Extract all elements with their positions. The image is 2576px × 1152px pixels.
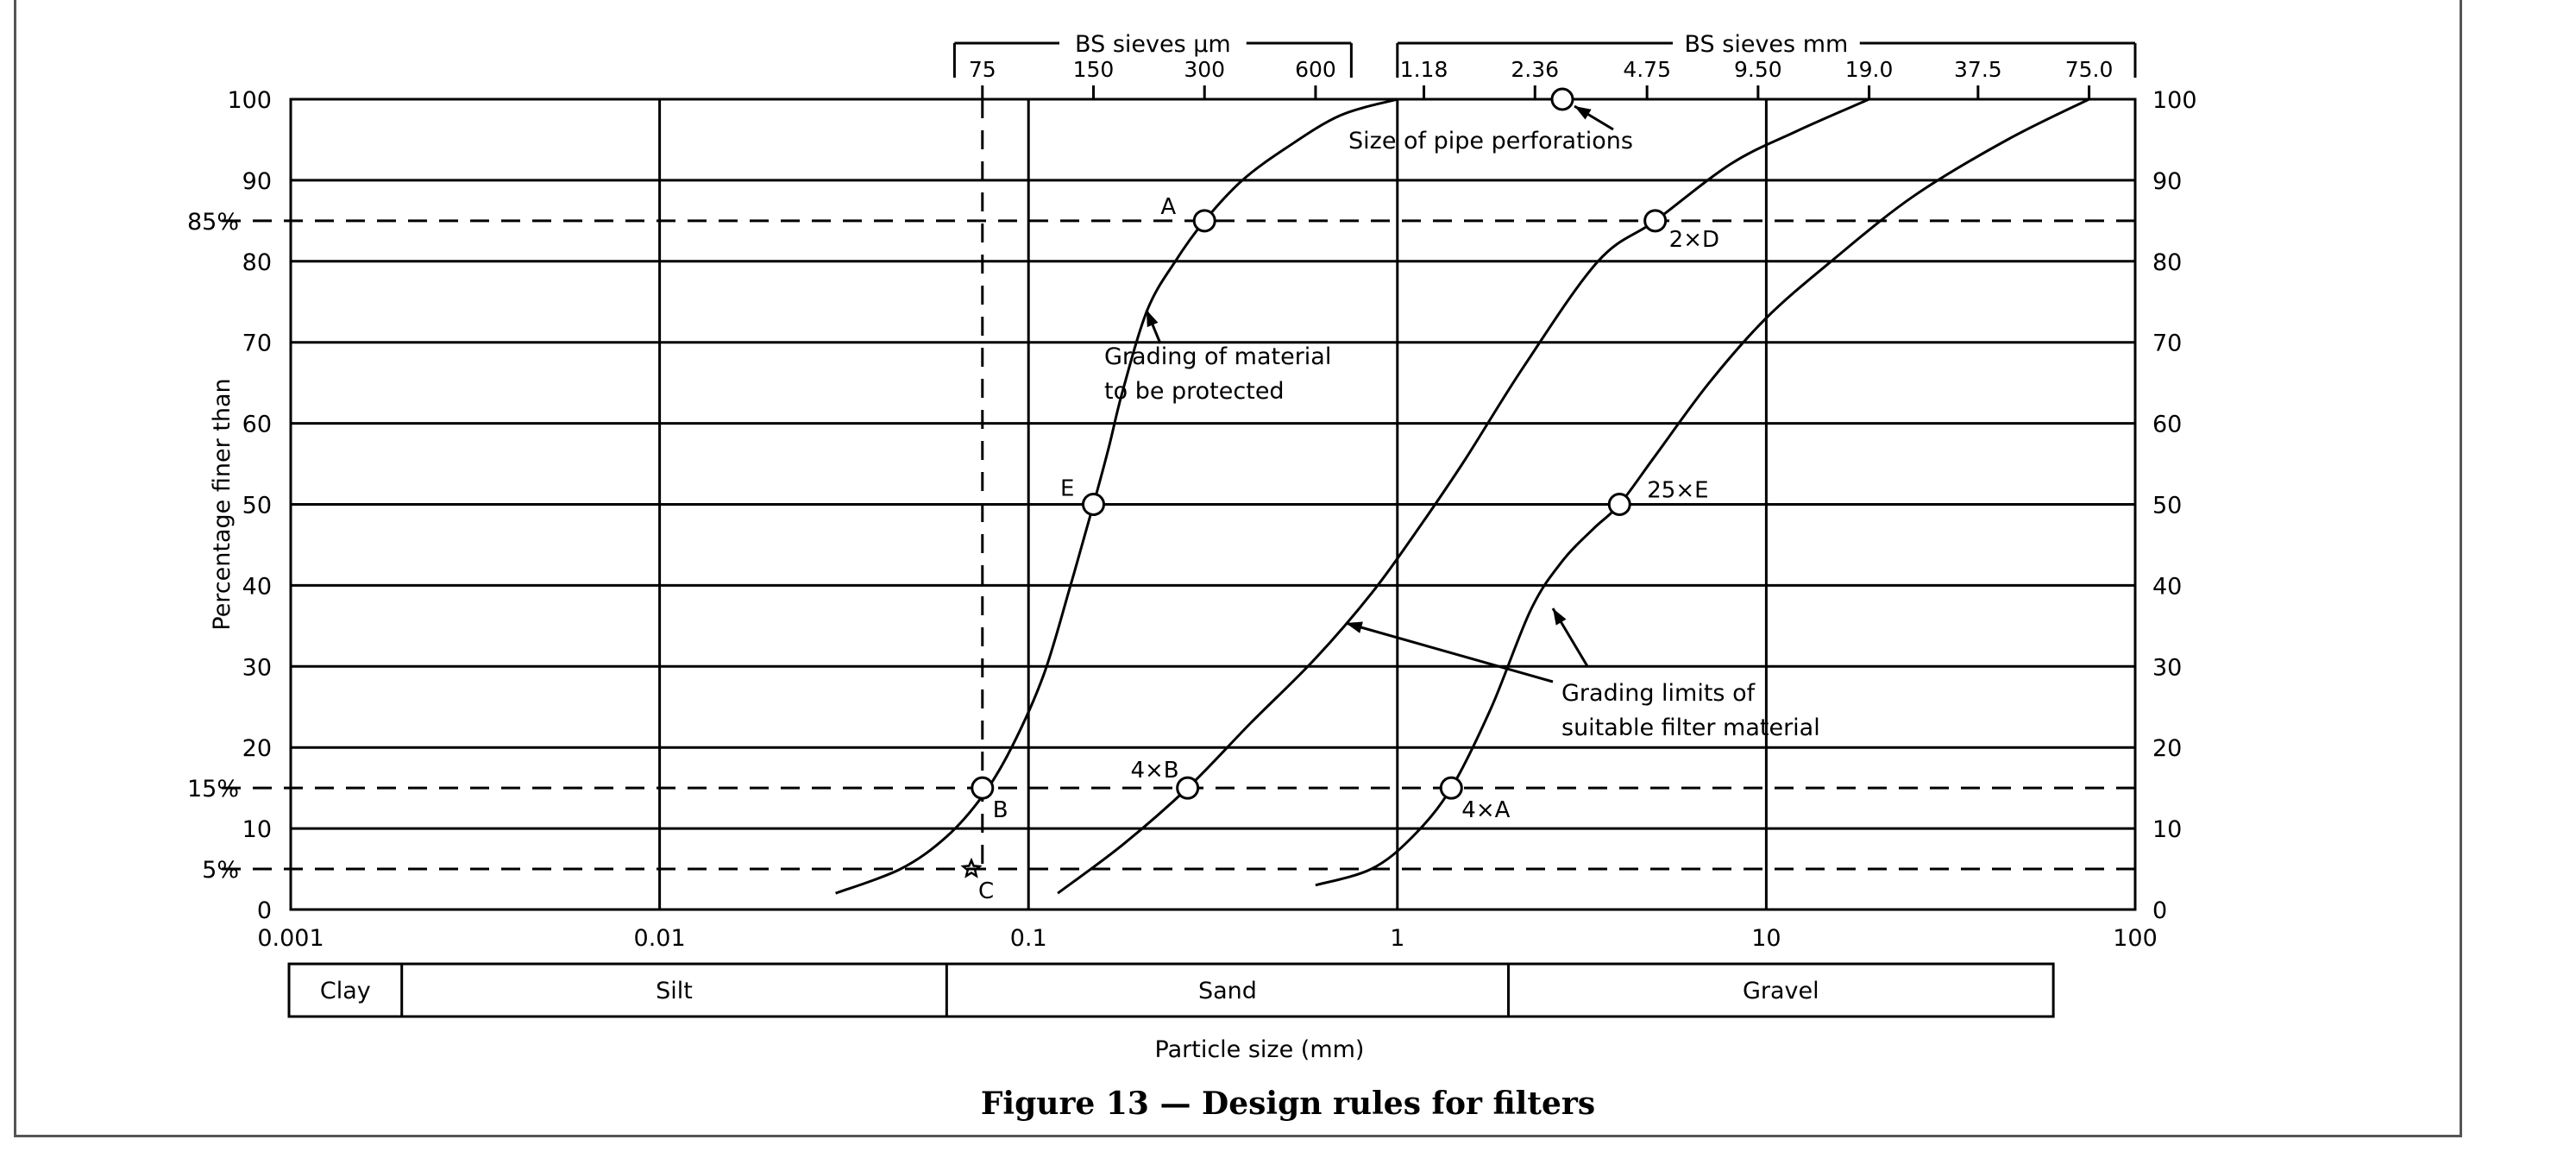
point-marker — [1643, 209, 1668, 233]
sieve-tick-label: 19.0 — [1845, 57, 1894, 82]
annotation-arrow-head — [1574, 106, 1592, 120]
annotation-filter-limits: Grading limits of — [1561, 680, 1756, 707]
annotation-material: to be protected — [1104, 378, 1285, 405]
x-tick-label: 1 — [1390, 925, 1404, 952]
soil-class-silt: Silt — [656, 978, 693, 1004]
annotation-pipe-perforations: Size of pipe perforations — [1348, 128, 1633, 154]
sieve-tick-label: 75.0 — [2065, 57, 2114, 82]
point-marker — [1550, 87, 1574, 111]
y-tick-label-right: 0 — [2152, 897, 2167, 924]
annotation-arrow-head — [1346, 621, 1363, 633]
y-tick-label-right: 70 — [2152, 330, 2182, 357]
soil-class-gravel: Gravel — [1743, 978, 1819, 1004]
point-label: E — [1060, 476, 1074, 502]
y-tick-label-left: 100 — [227, 87, 272, 114]
y-tick-label-left: 60 — [242, 412, 272, 438]
point-marker-star — [960, 857, 983, 878]
annotation-arrow-head — [1553, 608, 1567, 626]
sieve-tick-label: 9.50 — [1734, 57, 1782, 82]
sieve-tick-label: 37.5 — [1954, 57, 2002, 82]
annotation-arrow-head — [1146, 310, 1159, 328]
sieve-axis-title: BS sieves µm — [1075, 31, 1231, 58]
y-tick-label-left: 40 — [242, 573, 272, 600]
y-tick-label-right: 10 — [2152, 816, 2182, 843]
sieve-tick-label: 600 — [1295, 57, 1336, 82]
annotation-filter-limits: suitable filter material — [1561, 714, 1820, 741]
y-tick-label-left: 0 — [257, 897, 272, 924]
sieve-tick-label: 300 — [1184, 57, 1225, 82]
y-tick-label-right: 80 — [2152, 249, 2182, 276]
point-marker — [971, 776, 995, 800]
point-label: 2×D — [1669, 227, 1719, 253]
x-tick-label: 0.001 — [257, 925, 324, 952]
point-label: A — [1160, 194, 1176, 220]
y-tick-label-left: 90 — [242, 168, 272, 195]
sieve-axis-title: BS sieves mm — [1685, 31, 1849, 58]
soil-class-band — [287, 962, 2055, 1018]
sieve-tick-label: 150 — [1073, 57, 1115, 82]
point-label: 4×B — [1130, 758, 1178, 784]
annotation-material: Grading of material — [1104, 343, 1331, 370]
y-tick-label-left: 80 — [242, 249, 272, 276]
y-tick-label-right: 20 — [2152, 735, 2182, 762]
reference-line-label: 5% — [202, 857, 239, 884]
point-label: B — [993, 797, 1008, 823]
y-tick-label-right: 100 — [2152, 87, 2197, 114]
point-marker — [1439, 776, 1463, 800]
y-tick-label-left: 20 — [242, 735, 272, 762]
sieve-tick-label: 2.36 — [1511, 57, 1559, 82]
y-tick-label-right: 90 — [2152, 168, 2182, 195]
sieve-tick-label: 4.75 — [1623, 57, 1671, 82]
figure-frame — [14, 0, 2462, 1137]
y-tick-label-right: 30 — [2152, 654, 2182, 681]
x-tick-label: 0.01 — [634, 925, 686, 952]
reference-line-label: 15% — [187, 776, 239, 803]
reference-line-label: 85% — [187, 209, 239, 236]
x-tick-label: 10 — [1751, 925, 1781, 952]
x-tick-label: 100 — [2113, 925, 2158, 952]
point-marker — [1607, 493, 1631, 516]
point-marker — [1192, 209, 1216, 233]
sieve-tick-label: 1.18 — [1400, 57, 1448, 82]
point-label: 4×A — [1461, 797, 1510, 823]
y-tick-label-left: 30 — [242, 654, 272, 681]
soil-class-sand: Sand — [1198, 978, 1257, 1004]
x-axis-title: Particle size (mm) — [1155, 1036, 1365, 1063]
y-tick-label-left: 50 — [242, 493, 272, 519]
curve-material-to-be-protected — [835, 98, 1398, 895]
y-tick-label-right: 50 — [2152, 493, 2182, 519]
point-marker — [1081, 493, 1105, 516]
point-label: 25×E — [1647, 478, 1708, 504]
x-tick-label: 0.1 — [1010, 925, 1047, 952]
y-axis-title: Percentage finer than — [209, 378, 236, 630]
curve-filter-limit-fine — [1057, 98, 1870, 895]
y-tick-label-right: 60 — [2152, 412, 2182, 438]
soil-class-clay: Clay — [320, 978, 371, 1004]
y-tick-label-left: 10 — [242, 816, 272, 843]
point-marker — [1176, 776, 1200, 800]
y-tick-label-left: 70 — [242, 330, 272, 357]
sieve-tick-label: 75 — [969, 57, 996, 82]
annotation-arrow — [1345, 621, 1554, 683]
y-tick-label-right: 40 — [2152, 573, 2182, 600]
point-label: C — [978, 878, 994, 904]
figure-caption: Figure 13 — Design rules for filters — [980, 1086, 1596, 1122]
